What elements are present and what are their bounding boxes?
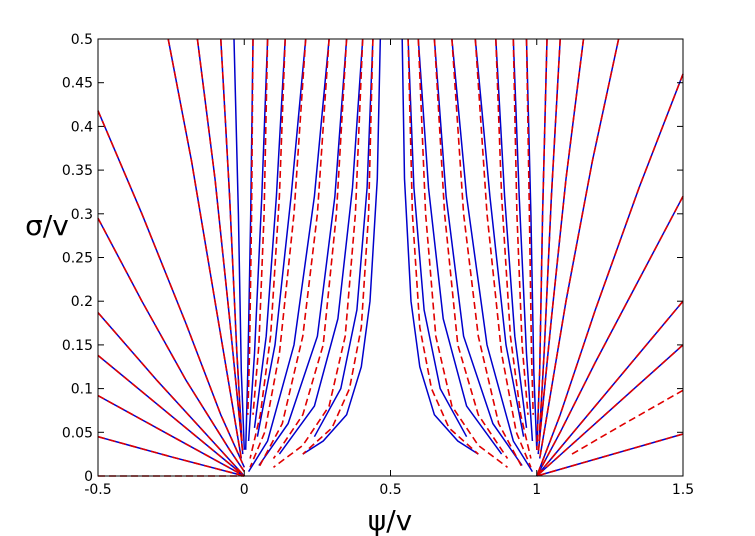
y-tick-label: 0.5 bbox=[71, 32, 93, 48]
dashed-curve-49 bbox=[249, 38, 286, 459]
y-tick-label: 0.15 bbox=[62, 338, 93, 354]
dashed-curve-38 bbox=[97, 435, 245, 477]
dashed-curve-41 bbox=[97, 312, 245, 477]
solid-curve-32 bbox=[536, 73, 684, 477]
dashed-curve-60 bbox=[495, 38, 532, 459]
dashed-curve-46 bbox=[220, 38, 243, 442]
y-tick-label: 0.2 bbox=[71, 294, 93, 310]
solid-curve-23 bbox=[451, 38, 534, 472]
dashed-curve-61 bbox=[512, 38, 529, 415]
dashed-curve-51 bbox=[258, 38, 330, 468]
x-tick-label: -0.5 bbox=[84, 482, 111, 498]
x-tick-label: 1.5 bbox=[672, 482, 694, 498]
y-tick-label: 0.25 bbox=[62, 251, 93, 267]
solid-curve-24 bbox=[474, 38, 525, 437]
y-tick-label: 0.4 bbox=[71, 119, 93, 135]
dashed-curve-68 bbox=[536, 195, 684, 477]
y-axis: 0 0.05 0.1 0.15 0.2 0.25 0.3 0.35 0.4 0.45 0.5 bbox=[62, 32, 683, 485]
dashed-curve-55 bbox=[407, 38, 479, 455]
dashed-curve-43 bbox=[97, 110, 246, 468]
y-axis-label: σ/v bbox=[25, 209, 69, 242]
y-tick-label: 0.05 bbox=[62, 425, 93, 441]
solid-curve-17 bbox=[313, 38, 374, 438]
dashed-curve-64 bbox=[538, 38, 561, 442]
solid-curve-13 bbox=[256, 38, 307, 437]
y-tick-label: 0.35 bbox=[62, 163, 93, 179]
dashed-curve-69 bbox=[536, 300, 684, 477]
dashed-curve-56 bbox=[417, 38, 508, 468]
dashed-curve-52 bbox=[272, 38, 348, 459]
dashed-curve-57 bbox=[433, 38, 509, 459]
dashed-curve-42 bbox=[97, 217, 245, 473]
solid-curve-10 bbox=[244, 38, 254, 450]
solid-curve-21 bbox=[417, 38, 503, 455]
solid-curve-22 bbox=[433, 38, 523, 466]
solid-curve-26 bbox=[512, 38, 534, 442]
dashed-curve-54 bbox=[302, 38, 374, 455]
solid-curve-18 bbox=[302, 38, 382, 455]
dashed-curve-72 bbox=[536, 433, 684, 477]
dashed-curve-58 bbox=[451, 38, 523, 468]
solid-curve-16 bbox=[278, 38, 364, 455]
x-axis: -0.5 0 0.5 1 1.5 bbox=[84, 39, 694, 498]
y-tick-label: 0.45 bbox=[62, 76, 93, 92]
x-tick-label: 0 bbox=[240, 482, 249, 498]
solid-curve-25 bbox=[495, 38, 528, 428]
dashed-curve-59 bbox=[474, 38, 532, 468]
dashed-curve-40 bbox=[97, 354, 245, 477]
dashed-curve-44 bbox=[167, 38, 243, 459]
solid-curve-35 bbox=[536, 344, 684, 477]
solid-curve-11 bbox=[247, 38, 269, 442]
dashed-curve-48 bbox=[252, 38, 269, 415]
solid-curve-14 bbox=[247, 38, 330, 472]
dashed-curve-63 bbox=[536, 38, 548, 450]
y-tick-label: 0.3 bbox=[71, 207, 93, 223]
solid-curve-3 bbox=[97, 312, 245, 477]
dashed-curve-66 bbox=[538, 38, 620, 459]
solid-curve-20 bbox=[407, 38, 468, 438]
dashed-curve-65 bbox=[537, 38, 585, 455]
dashed-curve-50 bbox=[249, 38, 307, 468]
solid-curve-15 bbox=[258, 38, 348, 466]
solid-curve-27 bbox=[525, 38, 538, 450]
solid-curve-19 bbox=[401, 38, 479, 455]
dashed-curve-62 bbox=[525, 38, 534, 415]
dashed-curve-71 bbox=[571, 389, 684, 455]
dashed-curve-47 bbox=[247, 38, 254, 415]
dashed-curve-53 bbox=[273, 38, 364, 468]
y-tick-label: 0 bbox=[84, 469, 93, 485]
x-tick-label: 0.5 bbox=[379, 482, 401, 498]
dashed-curve-39 bbox=[97, 394, 245, 477]
solid-curve-9 bbox=[233, 38, 246, 450]
dashed-curve-45 bbox=[196, 38, 244, 455]
dashed-curve-67 bbox=[536, 73, 684, 477]
series-layer bbox=[97, 38, 684, 477]
y-tick-label: 0.1 bbox=[71, 382, 93, 398]
x-axis-label: ψ/v bbox=[368, 504, 412, 536]
x-tick-label: 1 bbox=[532, 482, 541, 498]
solid-curve-12 bbox=[253, 38, 286, 428]
plot-frame bbox=[97, 38, 684, 477]
